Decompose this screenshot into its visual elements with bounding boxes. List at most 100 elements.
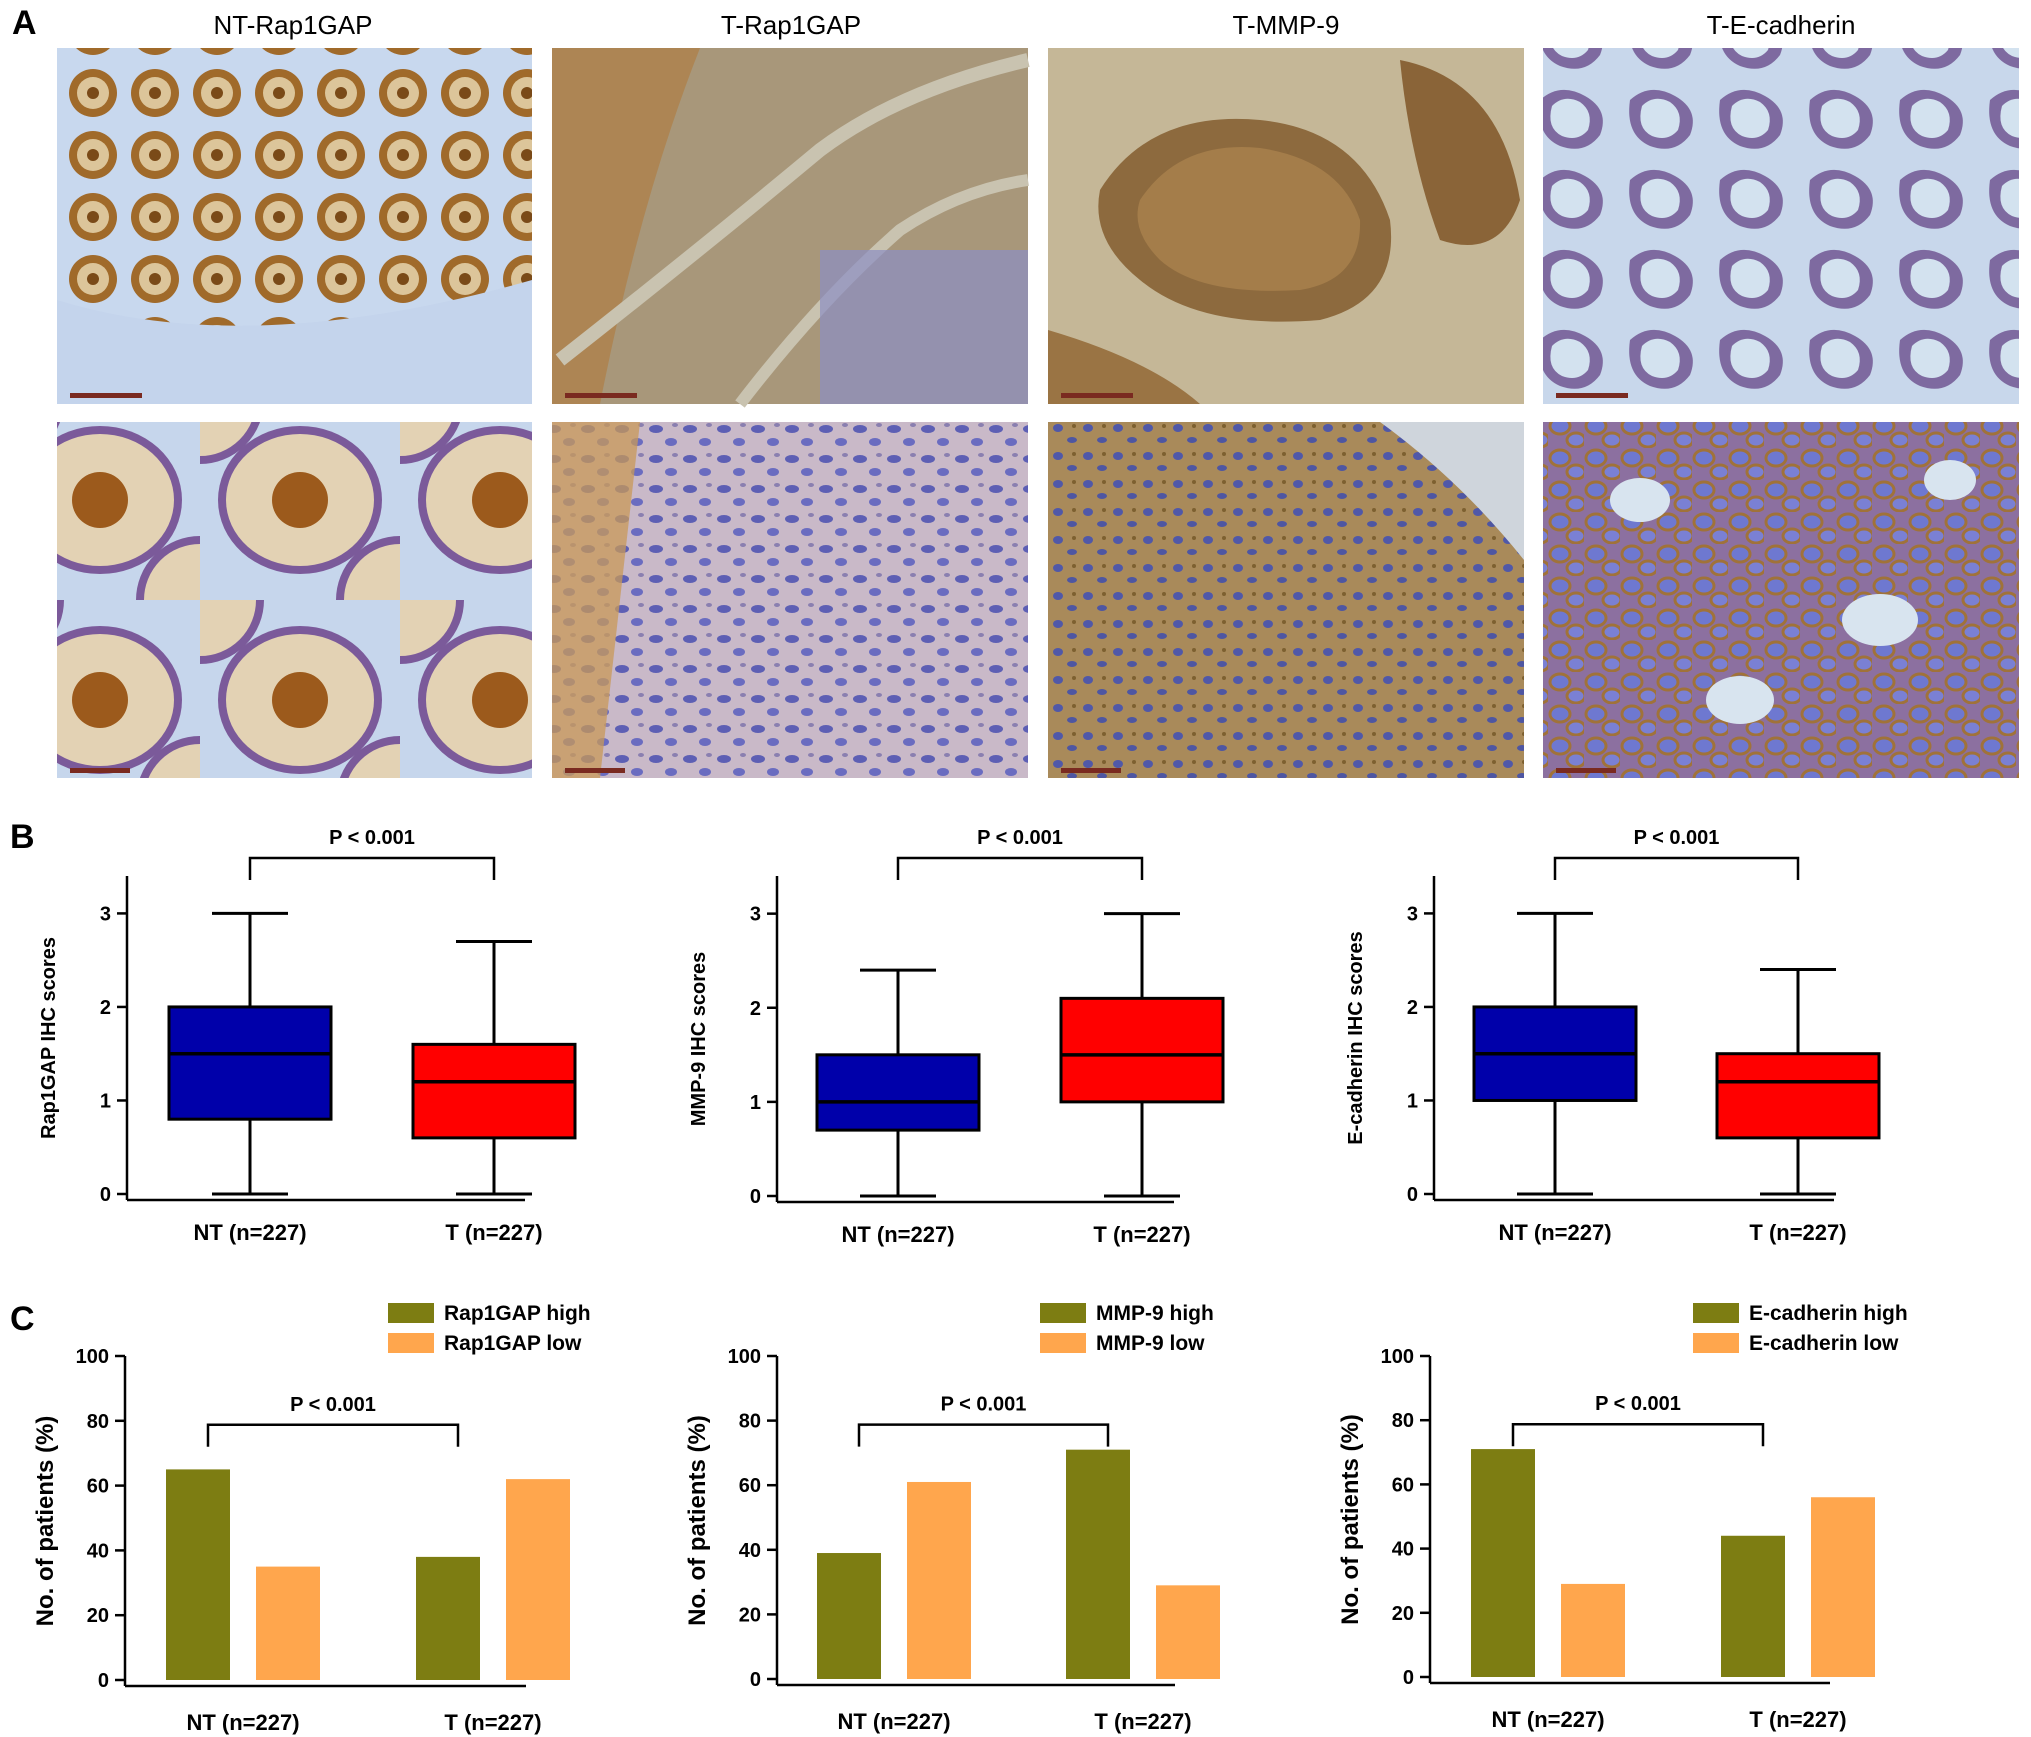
chart3-x-tick-label: T (n=227) <box>1749 1220 1846 1245</box>
chart5-y-tick-label: 100 <box>728 1346 761 1368</box>
chart3-p-value: P < 0.001 <box>1634 827 1720 849</box>
chart5-x-tick-label: T (n=227) <box>1094 1709 1191 1734</box>
panel-label-b: B <box>10 818 35 856</box>
chart1-box-t <box>411 1042 577 1140</box>
chart6-bar-low <box>1811 1497 1875 1677</box>
chart6-bar-high <box>1721 1535 1785 1677</box>
chart6-p-value: P < 0.001 <box>1595 1393 1681 1415</box>
chart2-y-tick-label: 1 <box>750 1092 761 1114</box>
chart4-y-tick-label: 40 <box>87 1540 109 1562</box>
chart5-legend-label: MMP-9 high <box>1096 1302 1214 1325</box>
ihc-title-t-mmp9: T-MMP-9 <box>1233 10 1340 40</box>
chart1-y-tick-label: 1 <box>100 1090 111 1112</box>
ihc-title-t-rap1gap: T-Rap1GAP <box>721 10 861 40</box>
ihc-image-t-rap1gap-low <box>552 48 1030 408</box>
chart2-y-tick-label: 2 <box>750 998 761 1020</box>
panel-label-a: A <box>12 4 37 42</box>
chart5-y-tick-label: 0 <box>750 1669 761 1691</box>
ihc-image-t-ecadherin-low <box>1543 48 2019 404</box>
chart5-legend-swatch <box>1040 1333 1086 1353</box>
chart3-y-tick-label: 2 <box>1407 997 1418 1019</box>
chart5-p-value: P < 0.001 <box>941 1394 1027 1416</box>
chart3-y-tick-label: 3 <box>1407 903 1418 925</box>
ihc-image-nt-rap1gap-high <box>57 422 532 778</box>
chart2-y-tick-label: 0 <box>750 1186 761 1208</box>
ihc-image-nt-rap1gap-low <box>57 48 532 404</box>
chart6-y-tick-label: 100 <box>1381 1346 1414 1368</box>
chart5-significance-bracket <box>857 1423 1110 1447</box>
chart1-y-tick-label: 0 <box>100 1184 111 1206</box>
chart4-p-value: P < 0.001 <box>290 1394 376 1416</box>
chart2-p-value: P < 0.001 <box>977 827 1063 849</box>
chart6-x-tick-label: NT (n=227) <box>1491 1707 1604 1732</box>
chart3-x-tick-label: NT (n=227) <box>1498 1220 1611 1245</box>
chart1-x-tick-label: NT (n=227) <box>193 1220 306 1245</box>
charts-layer: 0 1 2 3 Rap1GAP IHC scores NT (n=227) T (n=227… <box>32 827 1908 1735</box>
ihc-image-t-ecadherin-high <box>1543 422 2019 778</box>
chart4-y-axis-label: No. of patients (%) <box>32 1416 59 1627</box>
chart5-y-tick-label: 20 <box>739 1604 761 1626</box>
chart6-y-tick-label: 20 <box>1392 1603 1414 1625</box>
chart4-significance-bracket <box>206 1423 460 1447</box>
chart1-box-nt <box>167 1005 333 1121</box>
chart5-y-tick-label: 60 <box>739 1475 761 1497</box>
ihc-image-t-rap1gap-high <box>552 422 1028 778</box>
chart6-significance-bracket <box>1511 1422 1765 1447</box>
chart4-y-tick-label: 20 <box>87 1605 109 1627</box>
chart6-y-tick-label: 80 <box>1392 1410 1414 1432</box>
chart3-y-axis-label: E-cadherin IHC scores <box>1345 931 1367 1144</box>
chart5-bar-high <box>817 1553 881 1679</box>
chart1-x-tick-label: T (n=227) <box>445 1220 542 1245</box>
chart5-bar-high <box>1066 1449 1130 1679</box>
panel-label-c: C <box>10 1300 35 1338</box>
chart6-x-tick-label: T (n=227) <box>1749 1707 1846 1732</box>
chart4-legend-label: Rap1GAP low <box>444 1332 582 1355</box>
chart4-bar-high <box>166 1469 230 1680</box>
chart4-bar-low <box>256 1566 320 1680</box>
chart4-legend-swatch <box>388 1333 434 1353</box>
ihc-title-t-ecadherin: T-E-cadherin <box>1707 10 1856 40</box>
chart4-y-tick-label: 80 <box>87 1411 109 1433</box>
chart6-y-tick-label: 0 <box>1403 1667 1414 1689</box>
chart2-box-t <box>1059 996 1225 1104</box>
chart3-significance-bracket <box>1553 856 1800 880</box>
chart2-x-tick-label: T (n=227) <box>1093 1222 1190 1247</box>
chart4-bar-low <box>506 1479 570 1680</box>
chart3-box-t <box>1715 1052 1881 1140</box>
chart4-x-tick-label: T (n=227) <box>444 1710 541 1735</box>
chart6-y-tick-label: 40 <box>1392 1539 1414 1561</box>
chart1-y-tick-label: 3 <box>100 903 111 925</box>
chart4-legend-label: Rap1GAP high <box>444 1302 591 1325</box>
chart6-legend-label: E-cadherin low <box>1749 1332 1899 1355</box>
chart3-y-tick-label: 1 <box>1407 1090 1418 1112</box>
chart5-bar-low <box>1156 1585 1220 1679</box>
ihc-image-t-mmp9-high <box>1048 422 1524 778</box>
chart1-p-value: P < 0.001 <box>329 827 415 849</box>
chart4-y-tick-label: 60 <box>87 1476 109 1498</box>
chart5-y-axis-label: No. of patients (%) <box>684 1415 711 1626</box>
chart4-legend-swatch <box>388 1303 434 1323</box>
chart4-bar-high <box>416 1556 480 1680</box>
chart5-y-tick-label: 40 <box>739 1540 761 1562</box>
chart2-y-tick-label: 3 <box>750 904 761 926</box>
chart2-y-axis-label: MMP-9 IHC scores <box>688 952 710 1127</box>
chart2-box-nt <box>815 1053 981 1132</box>
chart6-legend-label: E-cadherin high <box>1749 1302 1908 1325</box>
chart4-x-tick-label: NT (n=227) <box>186 1710 299 1735</box>
chart5-legend-swatch <box>1040 1303 1086 1323</box>
chart5-legend-label: MMP-9 low <box>1096 1332 1205 1355</box>
chart5-bar-low <box>907 1481 971 1679</box>
chart4-y-tick-label: 100 <box>76 1346 109 1368</box>
chart1-y-tick-label: 2 <box>100 997 111 1019</box>
chart6-bar-low <box>1561 1583 1625 1677</box>
ihc-image-t-mmp9-low <box>1048 48 1524 404</box>
chart4-y-tick-label: 0 <box>98 1670 109 1692</box>
chart1-significance-bracket <box>248 856 496 880</box>
chart6-legend-swatch <box>1693 1333 1739 1353</box>
chart2-significance-bracket <box>896 856 1144 880</box>
ihc-title-nt-rap1gap: NT-Rap1GAP <box>214 10 373 40</box>
chart5-y-tick-label: 80 <box>739 1411 761 1433</box>
chart1-y-axis-label: Rap1GAP IHC scores <box>38 937 60 1139</box>
chart2-x-tick-label: NT (n=227) <box>841 1222 954 1247</box>
